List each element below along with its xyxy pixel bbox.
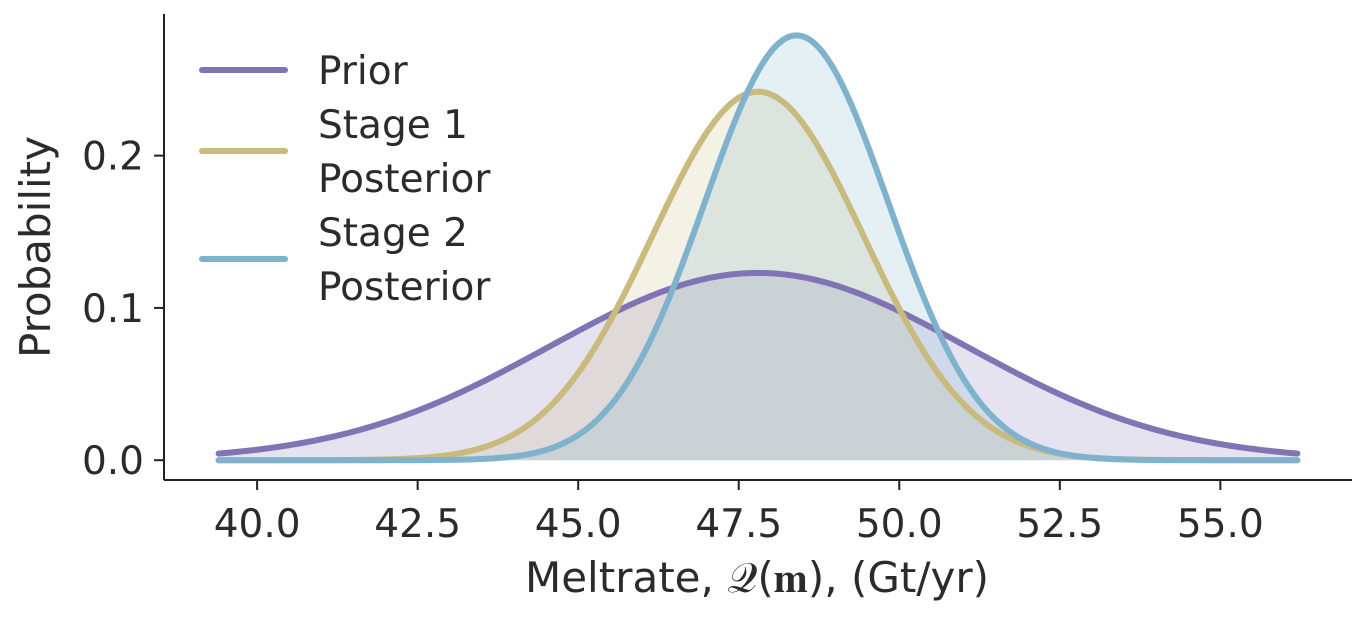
legend-label-0: Prior: [318, 49, 409, 94]
x-axis-label: Meltrate, 𝒬(𝐦), (Gt/yr): [525, 553, 989, 602]
x-tick-label: 45.0: [535, 502, 622, 547]
series-line-0: [215, 269, 1301, 457]
x-tick-label: 55.0: [1177, 502, 1264, 547]
x-tick-label: 42.5: [374, 502, 461, 547]
x-tick-label: 50.0: [856, 502, 943, 547]
x-tick-label: 52.5: [1016, 502, 1103, 547]
y-ticks: 0.0 0.1 0.2: [82, 135, 164, 484]
axes: [163, 14, 1352, 481]
series-fill-0: [218, 272, 1298, 461]
y-tick-label: 0.1: [82, 287, 144, 332]
x-tick-label: 47.5: [695, 502, 782, 547]
x-tick-label: 40.0: [214, 502, 301, 547]
x-ticks: 40.0 42.5 45.0 47.5 50.0 52.5 55.0: [214, 480, 1264, 547]
plot-area: [215, 32, 1301, 464]
legend-label-1: Stage 1 Posterior: [318, 103, 491, 202]
y-tick-label: 0.0: [82, 439, 144, 484]
y-axis-label: Probability: [11, 136, 60, 358]
y-tick-label: 0.2: [82, 135, 144, 180]
series-line-2: [215, 32, 1301, 464]
series-fill-2: [218, 35, 1298, 461]
series-fill-1: [218, 91, 1298, 461]
legend-label-2: Stage 2 Posterior: [318, 211, 491, 310]
